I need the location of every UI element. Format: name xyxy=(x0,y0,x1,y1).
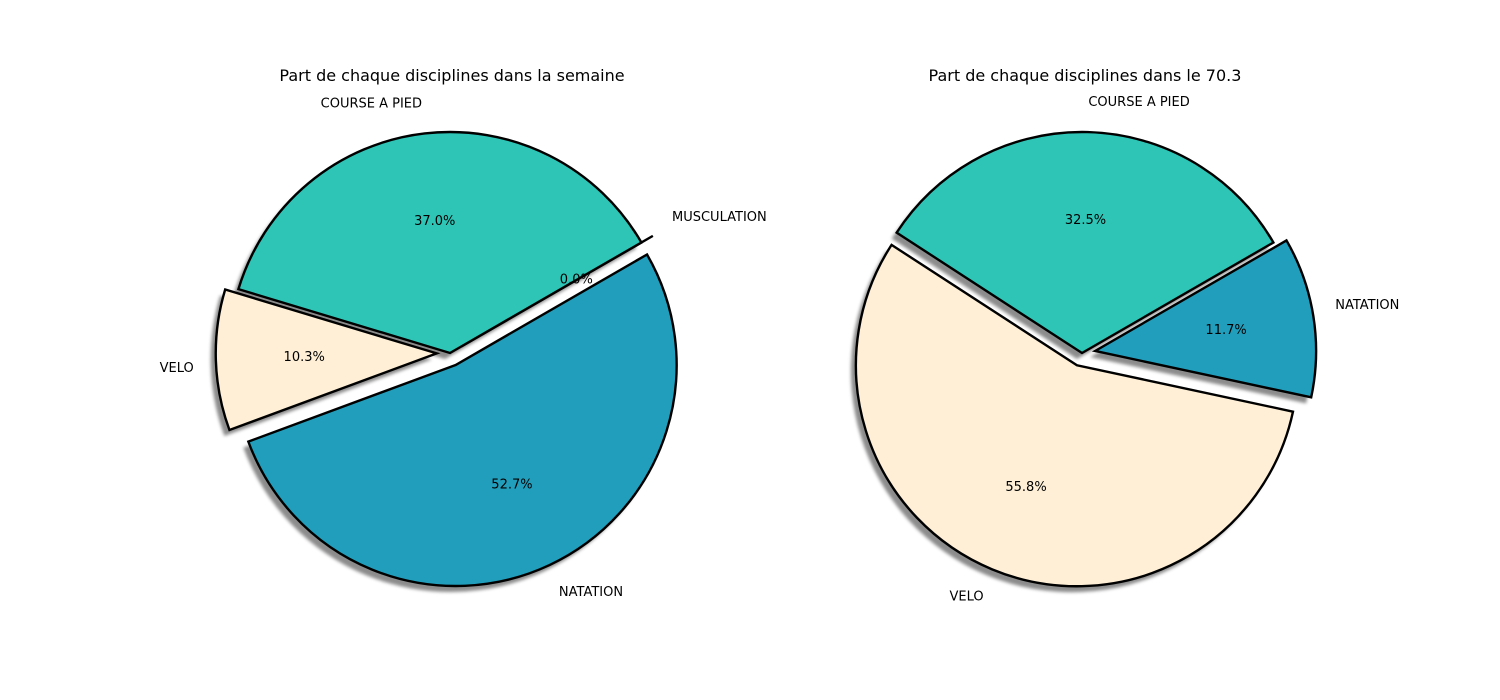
slice-percent-course-a-pied: 32.5% xyxy=(1065,213,1106,228)
slice-label-velo: VELO xyxy=(950,590,984,605)
slice-label-course-a-pied: COURSE A PIED xyxy=(1088,95,1189,110)
slice-percent-velo: 55.8% xyxy=(1005,480,1046,495)
slice-percent-natation: 52.7% xyxy=(491,478,532,493)
pie-chart-70-3: Part de chaque disciplines dans le 70.3 … xyxy=(850,66,1399,605)
slice-label-course-a-pied: COURSE A PIED xyxy=(321,97,422,112)
slice-percent-natation: 11.7% xyxy=(1205,323,1246,338)
slice-label-velo: VELO xyxy=(160,361,194,376)
slice-percent-course-a-pied: 37.0% xyxy=(414,214,455,229)
slice-velo xyxy=(854,243,1295,588)
chart-title: Part de chaque disciplines dans le 70.3 xyxy=(929,66,1242,85)
slice-percent-velo: 10.3% xyxy=(284,350,325,365)
slice-percent-musculation: 0.0% xyxy=(560,273,593,288)
slice-label-musculation: MUSCULATION xyxy=(672,210,767,225)
pie-chart-weekly: Part de chaque disciplines dans la semai… xyxy=(160,66,767,600)
chart-title: Part de chaque disciplines dans la semai… xyxy=(279,66,624,85)
slice-velo xyxy=(214,288,441,432)
slice-natation xyxy=(1091,238,1318,399)
slice-natation xyxy=(246,252,678,588)
slice-course-a-pied xyxy=(236,130,644,355)
slice-label-natation: NATATION xyxy=(1335,298,1399,313)
slice-course-a-pied xyxy=(894,130,1276,355)
slice-label-natation: NATATION xyxy=(559,585,623,600)
